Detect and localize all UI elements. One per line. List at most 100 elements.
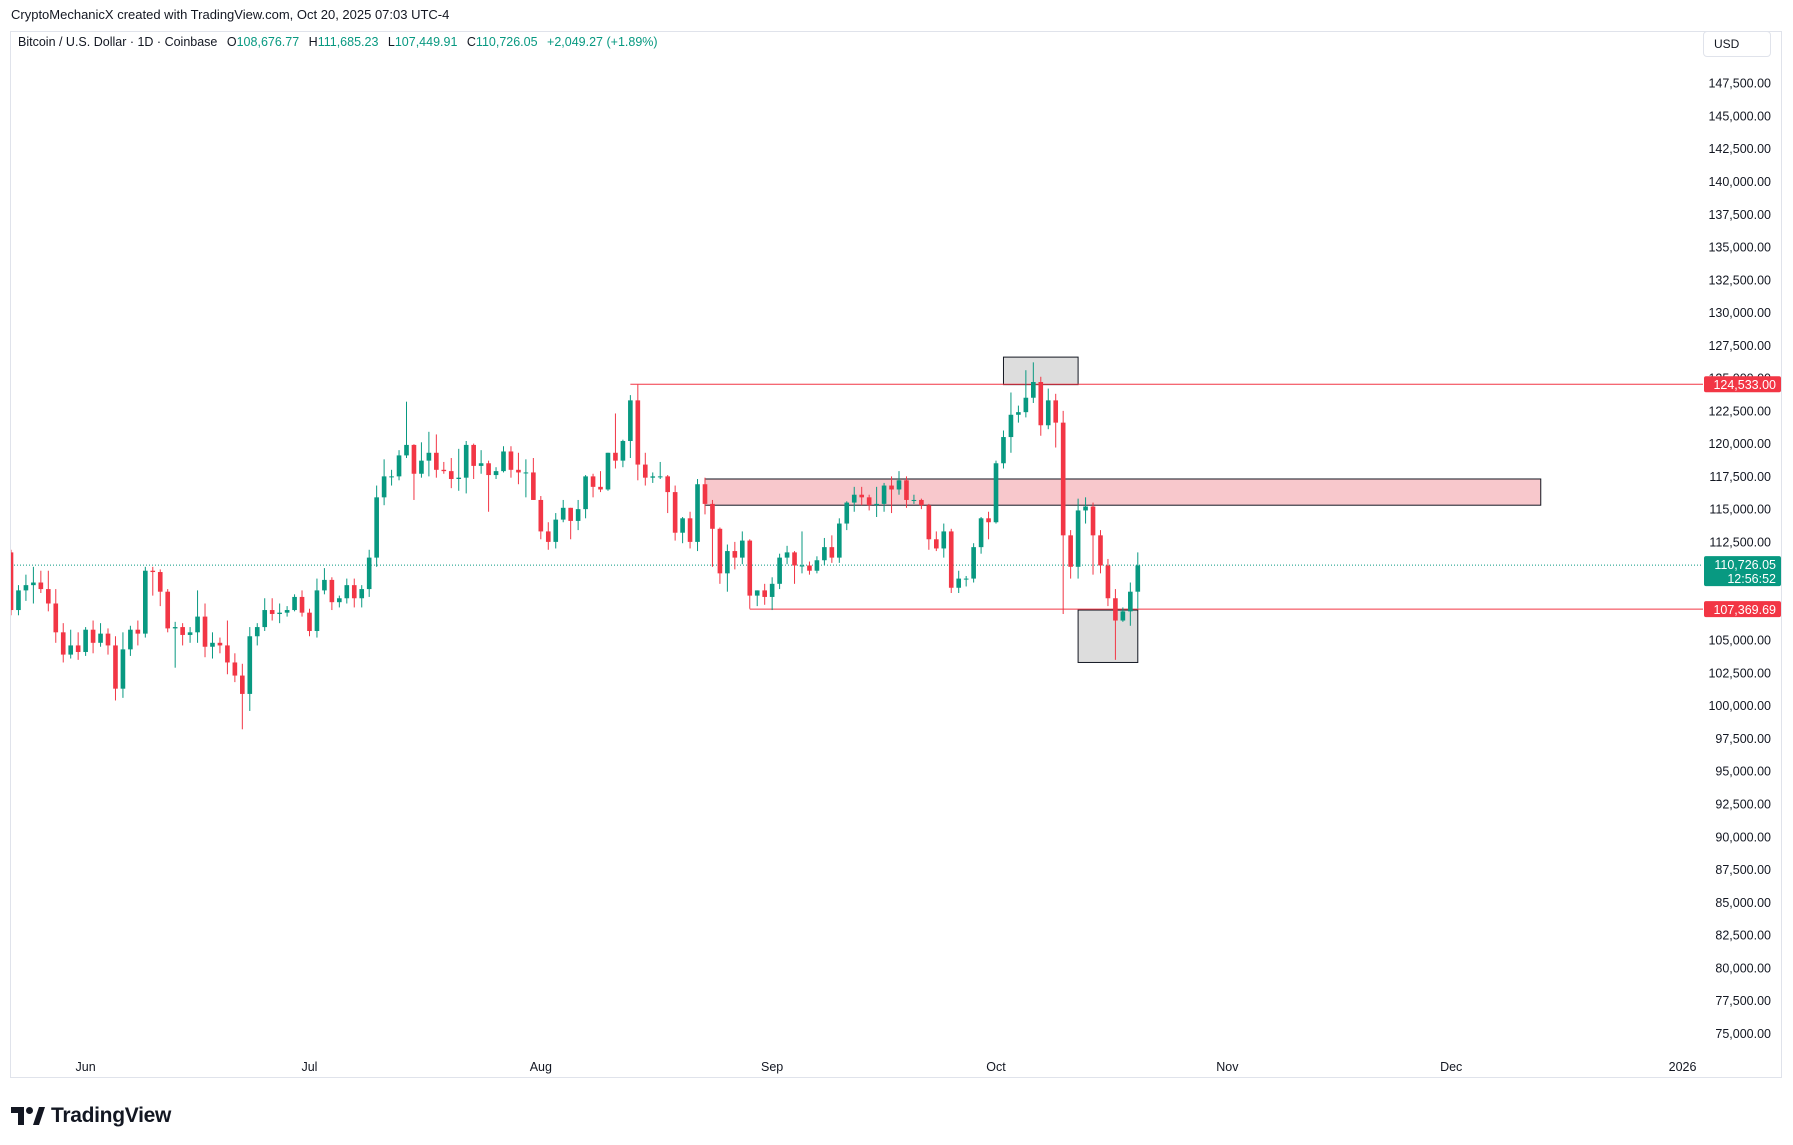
candle-body [105,633,111,646]
y-tick-label: 80,000.00 [1715,961,1771,975]
candle-body [1128,591,1133,612]
y-tick-label: 135,000.00 [1708,241,1771,255]
candle-body [934,539,939,549]
candle-body [68,645,74,655]
candle-body [240,675,245,694]
resistance-price-tag: 124,533.00 [1704,376,1781,393]
candle-body [23,585,29,591]
symbol-description[interactable]: Bitcoin / U.S. Dollar · 1D · Coinbase [18,35,218,49]
candle-body [807,565,812,571]
y-tick-label: 102,500.00 [1708,666,1771,680]
candle-body [665,476,670,493]
candle-body [314,590,320,632]
candle-body [978,518,984,548]
candle-body [31,582,36,586]
candle-body [53,603,59,633]
candle-body [441,469,447,472]
x-tick-label: Nov [1216,1060,1239,1074]
last-price-tag-text: 12:56:52 [1727,572,1776,586]
y-tick-label: 85,000.00 [1715,896,1771,910]
candle-body [889,485,894,490]
tradingview-logo[interactable]: TradingView [11,1102,171,1130]
high-value: 111,685.23 [317,35,379,49]
open-label: O [226,35,237,49]
candle-body [396,455,402,477]
candle-body [971,547,976,579]
candle-body [822,547,827,561]
candle-body [225,645,230,663]
candle-body [157,572,163,592]
x-tick-label: 2026 [1669,1060,1697,1074]
candle-body [381,476,387,498]
candle-body [389,476,394,478]
candle-body [1038,382,1044,426]
candle-body [75,645,81,652]
candle-body [322,579,327,591]
candle-body [628,400,633,441]
candle-body [1045,400,1051,426]
candle-body [598,486,603,490]
candle-body [904,480,909,500]
candle-body [799,565,805,567]
y-tick-label: 112,500.00 [1709,535,1771,549]
candle-body [456,477,462,479]
currency-button[interactable]: USD [1703,31,1771,57]
candle-body [650,476,656,478]
close-value: 110,726.05 [475,35,538,49]
x-axis: Jun Jul Aug Sep Oct Nov Dec 2026 [76,1060,1697,1074]
candle-body [948,531,954,588]
candle-body [531,472,536,500]
candle-body [150,570,156,573]
y-tick-label: 137,500.00 [1708,208,1771,222]
candle-body [642,464,648,478]
candle-body [411,444,417,474]
candle-body [1098,535,1103,566]
support-price-tag: 107,369.69 [1704,601,1781,618]
candle-body [337,598,342,603]
candle-body [210,642,215,647]
candle-body [329,579,335,603]
candle-body [187,632,193,635]
candle-body [359,589,365,599]
y-tick-label: 87,500.00 [1715,863,1771,877]
candle-body [292,596,297,611]
y-tick-label: 75,000.00 [1715,1027,1771,1041]
candle-body [284,610,290,613]
candle-body [762,590,767,597]
y-tick-label: 142,500.00 [1708,142,1771,156]
candle-body [844,502,850,524]
x-tick-label: Jun [76,1060,96,1074]
candle-body [784,552,790,558]
candle-body [926,505,932,540]
candle-body [620,440,626,461]
candle-body [919,499,924,506]
y-tick-label: 115,000.00 [1709,503,1771,517]
y-tick-label: 77,500.00 [1715,994,1771,1008]
candle-body [45,589,51,604]
candle-body [963,578,969,580]
last-price-tag-text: 110,726.05 [1714,558,1776,572]
candle-body [172,627,178,629]
candle-body [739,540,745,558]
candle-body [501,451,506,472]
candle-body [486,463,491,476]
candle-body [1060,422,1066,536]
candle-body [986,518,991,523]
low-value: 107,449.91 [394,35,458,49]
y-tick-label: 105,000.00 [1708,634,1771,648]
ohlc-legend: Bitcoin / U.S. Dollar · 1D · Coinbase O 1… [18,35,658,49]
candle-body [814,560,820,571]
candle-body [202,616,208,647]
candle-body [419,460,424,474]
candle-body [83,629,88,652]
highlight-box-2 [1077,609,1139,663]
candle-body [859,494,865,498]
candle-body [956,578,962,588]
candle-body [605,452,611,490]
candle-body [493,471,499,476]
candle-body [881,485,887,504]
candle-body [747,540,753,596]
candle-body [471,444,476,466]
candle-body [508,451,514,470]
